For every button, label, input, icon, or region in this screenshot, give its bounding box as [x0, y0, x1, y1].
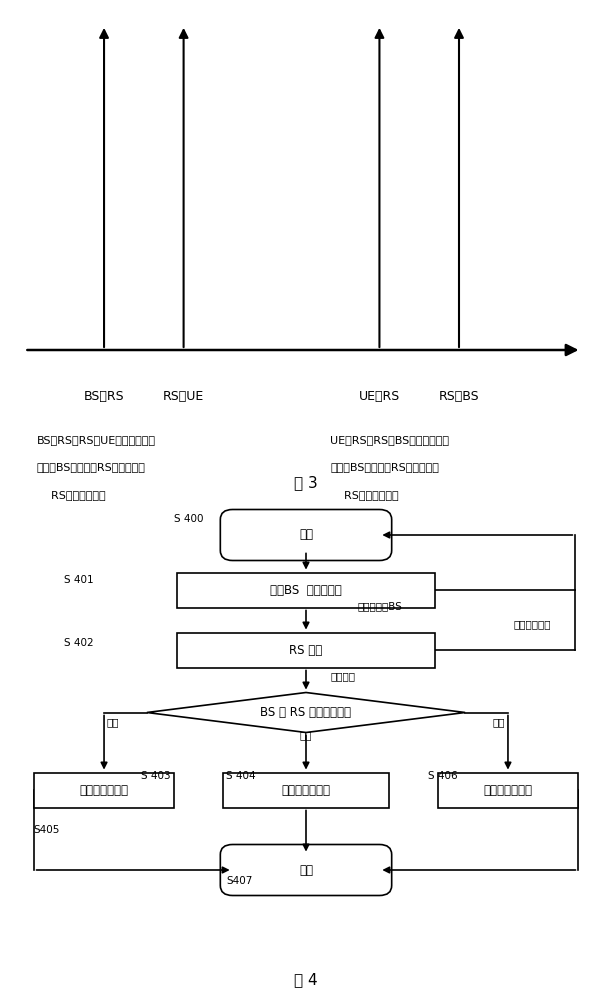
Text: 无法注册成功: 无法注册成功 — [513, 619, 551, 629]
Text: 容量调配形配置: 容量调配形配置 — [80, 784, 129, 796]
Text: BS到RS: BS到RS — [84, 390, 124, 403]
Text: 图 3: 图 3 — [294, 475, 318, 490]
Text: 结束: 结束 — [299, 863, 313, 876]
Text: RS到BS: RS到BS — [439, 390, 479, 403]
Text: BS到RS和RS到UE不同步建立；: BS到RS和RS到UE不同步建立； — [37, 435, 155, 445]
Bar — [438, 772, 578, 808]
Text: BS 与 RS 之间链路质量: BS 与 RS 之间链路质量 — [261, 706, 351, 719]
FancyBboxPatch shape — [220, 510, 392, 560]
Text: 开始: 开始 — [299, 528, 313, 542]
Text: 很差: 很差 — [300, 730, 312, 740]
Text: UE到RS: UE到RS — [359, 390, 400, 403]
Text: 调度－BS和调度－RS相对独立；: 调度－BS和调度－RS相对独立； — [37, 462, 146, 473]
Text: 图 4: 图 4 — [294, 972, 318, 988]
Bar — [34, 772, 174, 808]
Text: S405: S405 — [34, 825, 60, 835]
Text: S 406: S 406 — [428, 771, 458, 781]
Text: S 402: S 402 — [64, 638, 94, 648]
Text: S 400: S 400 — [174, 514, 204, 524]
Text: 指示链路容量低: 指示链路容量低 — [282, 784, 330, 796]
Text: S 404: S 404 — [226, 771, 256, 781]
Text: RS实现反馈重传: RS实现反馈重传 — [330, 490, 399, 500]
Bar — [177, 633, 435, 668]
Bar — [223, 772, 389, 808]
Text: UE到RS和RS到BS不同步建立；: UE到RS和RS到BS不同步建立； — [330, 435, 449, 445]
Text: 搜索BS  并获取同步: 搜索BS 并获取同步 — [270, 584, 342, 596]
Text: S407: S407 — [226, 876, 253, 886]
Text: 覆盖扩展形配置: 覆盖扩展形配置 — [483, 784, 532, 796]
Text: 调度－BS和调度－RS相对独立；: 调度－BS和调度－RS相对独立； — [330, 462, 439, 473]
Polygon shape — [147, 692, 465, 732]
Text: RS 注册: RS 注册 — [289, 644, 323, 656]
Text: RS到UE: RS到UE — [163, 390, 204, 403]
Text: S 401: S 401 — [64, 575, 94, 585]
Text: S 403: S 403 — [141, 771, 170, 781]
Text: 较好: 较好 — [493, 718, 505, 728]
Text: 注册成功: 注册成功 — [330, 671, 355, 681]
Text: 无法搜索到BS: 无法搜索到BS — [357, 601, 402, 611]
Text: 很好: 很好 — [107, 718, 119, 728]
FancyBboxPatch shape — [220, 844, 392, 896]
Bar — [177, 572, 435, 608]
Text: RS实现反馈重传: RS实现反馈重传 — [37, 490, 105, 500]
